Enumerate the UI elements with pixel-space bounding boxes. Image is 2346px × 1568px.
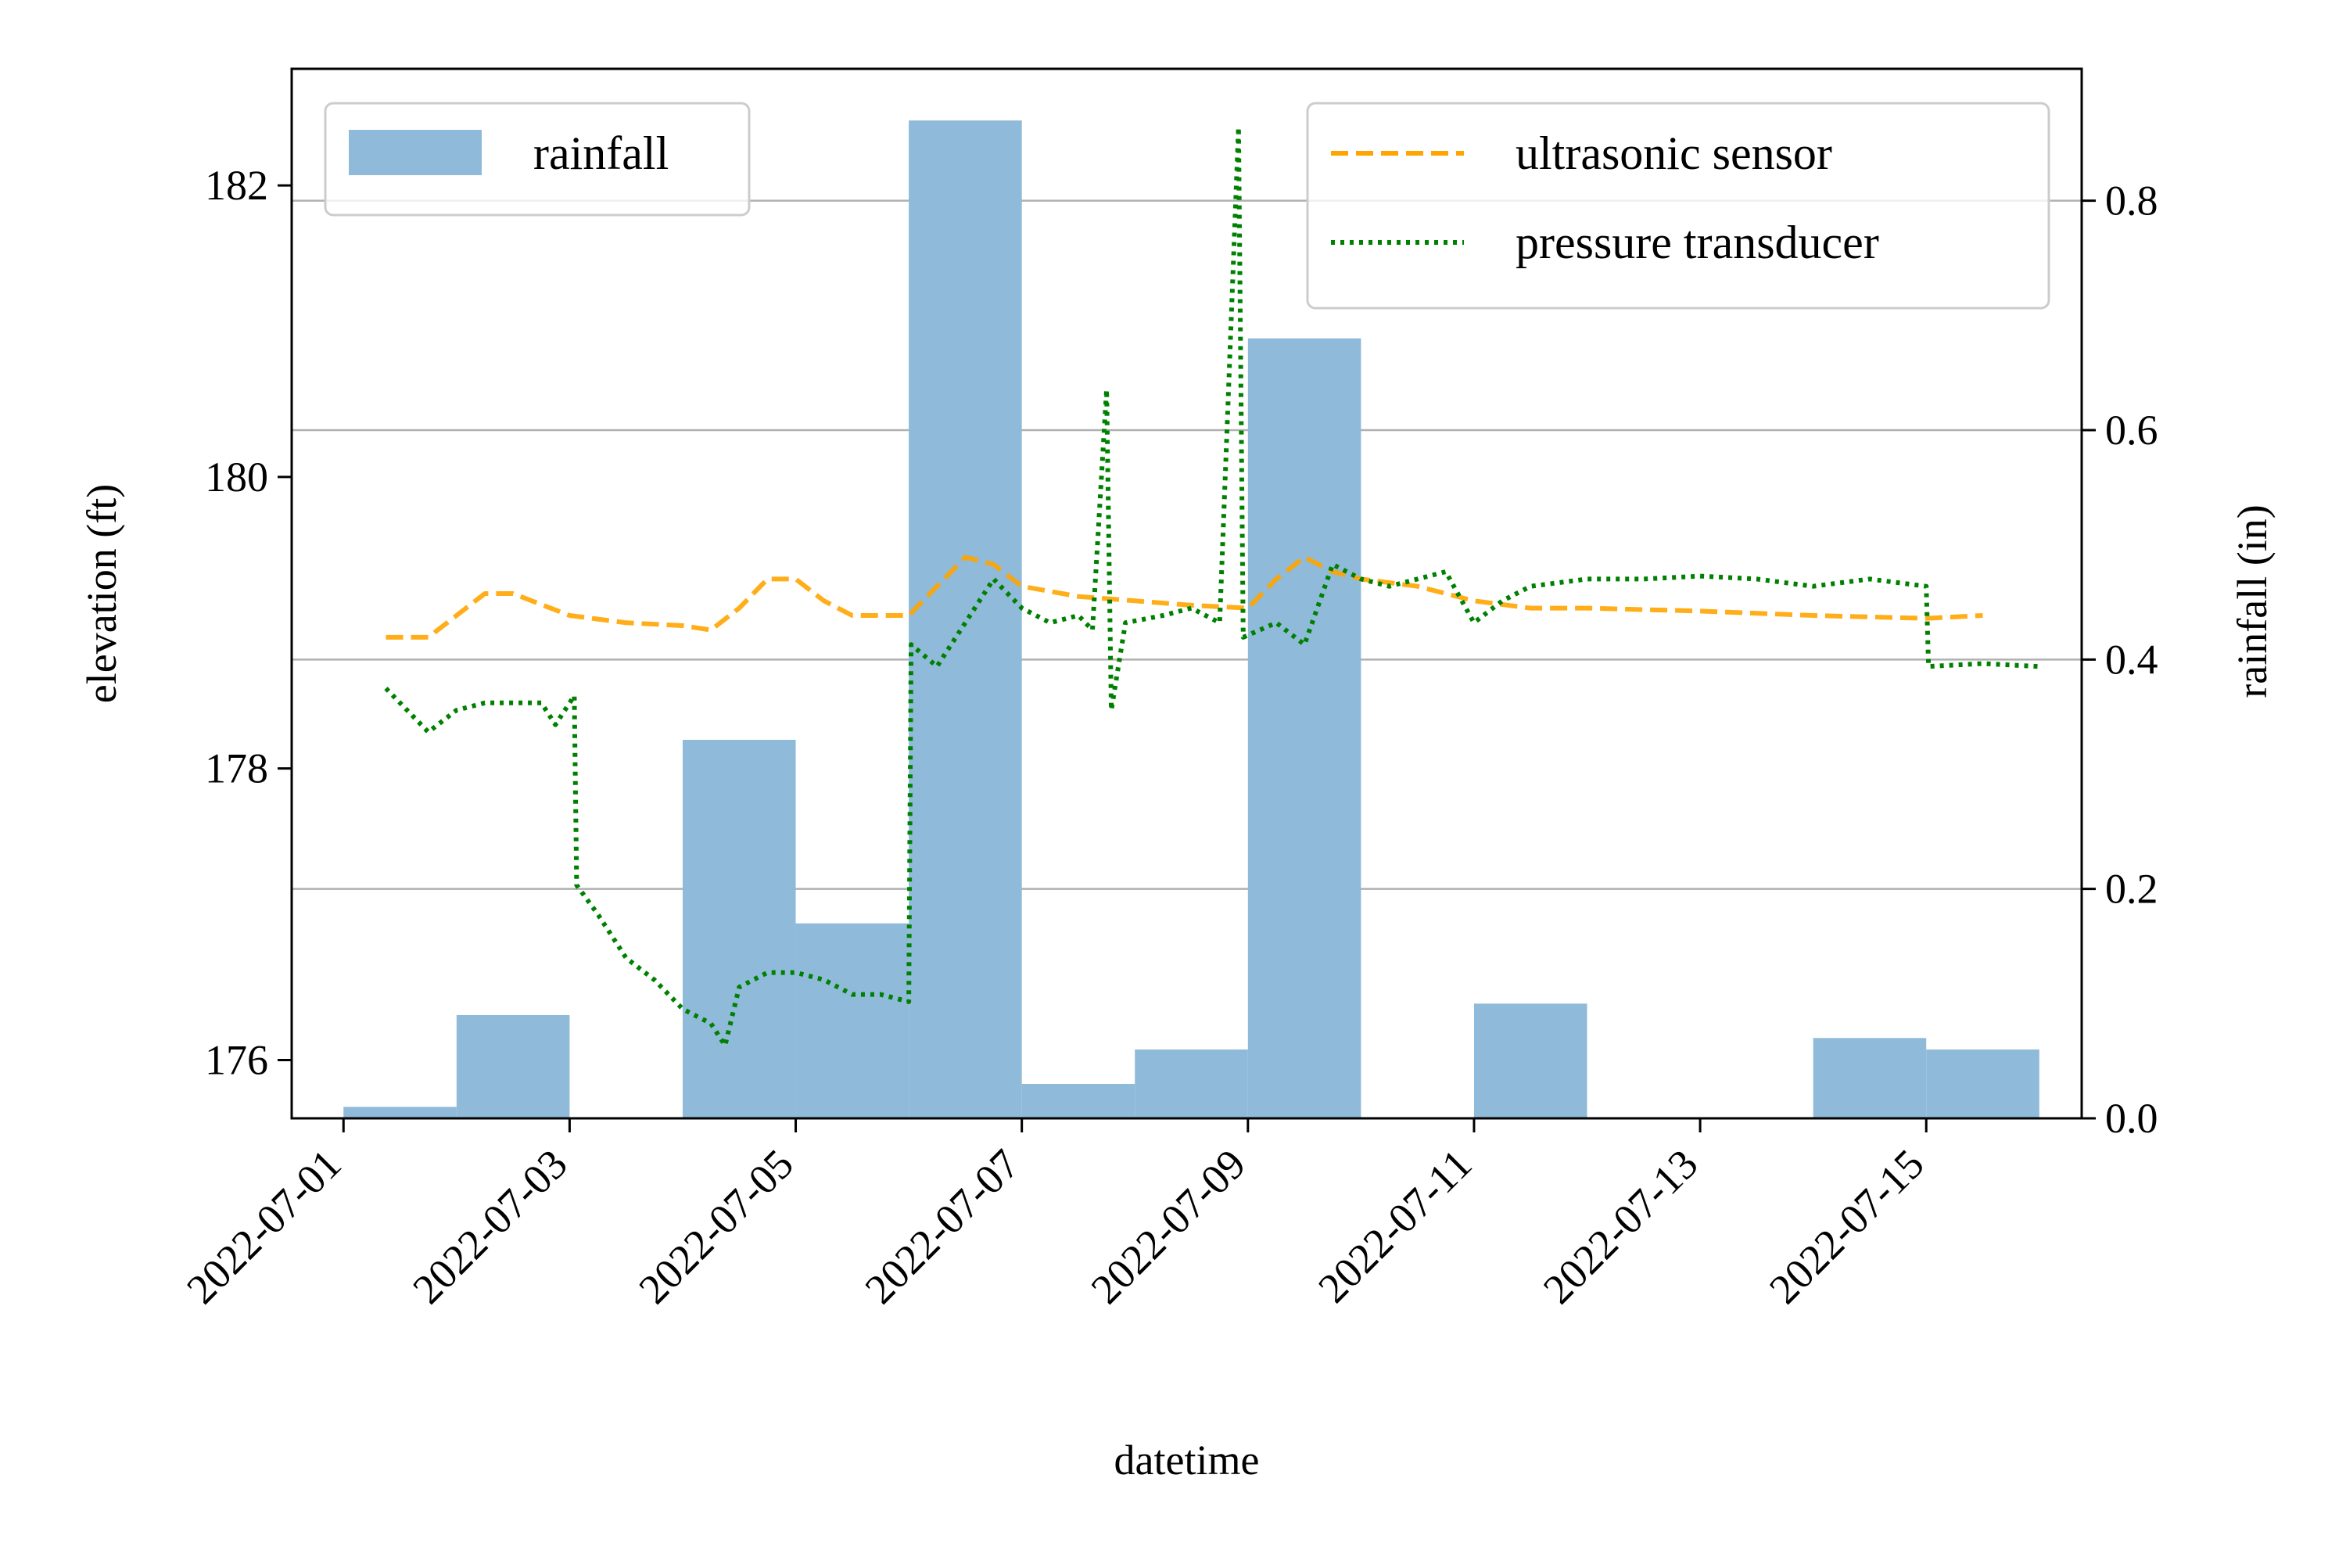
rainfall-bar: [1135, 1050, 1248, 1118]
series-line-ultrasonic-sensor: [386, 554, 1983, 640]
y-right-tick-label: 0.0: [2105, 1095, 2158, 1142]
rainfall-bar: [795, 923, 909, 1118]
y-axis-left-label: elevation (ft): [78, 484, 125, 703]
y-right-tick-label: 0.8: [2105, 178, 2158, 224]
rainfall-bar: [1021, 1084, 1135, 1118]
rainfall-bar: [1473, 1003, 1587, 1118]
rainfall-bar: [682, 740, 796, 1118]
y-right-tick-label: 0.6: [2105, 407, 2158, 454]
rainfall-bar: [909, 120, 1022, 1118]
series-lines: [384, 124, 2039, 1048]
rainfall-bar: [1247, 338, 1361, 1119]
legend-box-right: [1306, 102, 2050, 310]
legend-label-ultrasonic-sensor: ultrasonic sensor: [1516, 127, 1832, 179]
y-right-tick-label: 0.2: [2105, 866, 2158, 913]
legend-label-pressure-transducer: pressure transducer: [1516, 217, 1879, 268]
legend-label-rainfall: rainfall: [533, 127, 669, 179]
y-axis-right-label: rainfall (in): [2229, 504, 2276, 698]
rainfall-bar: [1813, 1038, 1927, 1118]
x-axis-label: datetime: [1114, 1437, 1260, 1484]
plot-frame: [290, 67, 2083, 1120]
rainfall-bar: [456, 1015, 570, 1118]
y-left-tick-label: 178: [205, 745, 268, 792]
y-left-tick-label: 180: [205, 454, 268, 501]
legends: rainfall ultrasonic sensor pressure transd…: [324, 102, 2050, 310]
rainfall-bar: [343, 1107, 457, 1118]
rainfall-bar: [1926, 1050, 2039, 1118]
legend-swatch-rainfall: [349, 130, 482, 175]
y-left-tick-label: 182: [205, 162, 268, 209]
rainfall-bars: [343, 120, 2039, 1119]
y-right-tick-label: 0.4: [2105, 636, 2158, 683]
y-left-tick-label: 176: [205, 1036, 268, 1083]
